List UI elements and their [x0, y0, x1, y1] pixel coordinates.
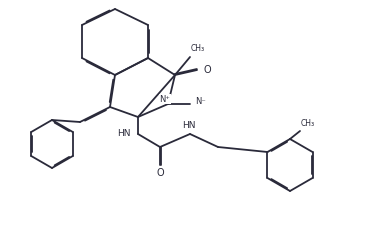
- Text: CH₃: CH₃: [191, 44, 205, 53]
- Text: CH₃: CH₃: [301, 119, 315, 128]
- Text: N⁺: N⁺: [160, 94, 170, 104]
- Text: O: O: [204, 65, 212, 75]
- Text: HN: HN: [182, 121, 196, 131]
- Text: O: O: [156, 168, 164, 178]
- Text: HN: HN: [118, 130, 131, 139]
- Text: N⁻: N⁻: [195, 98, 206, 107]
